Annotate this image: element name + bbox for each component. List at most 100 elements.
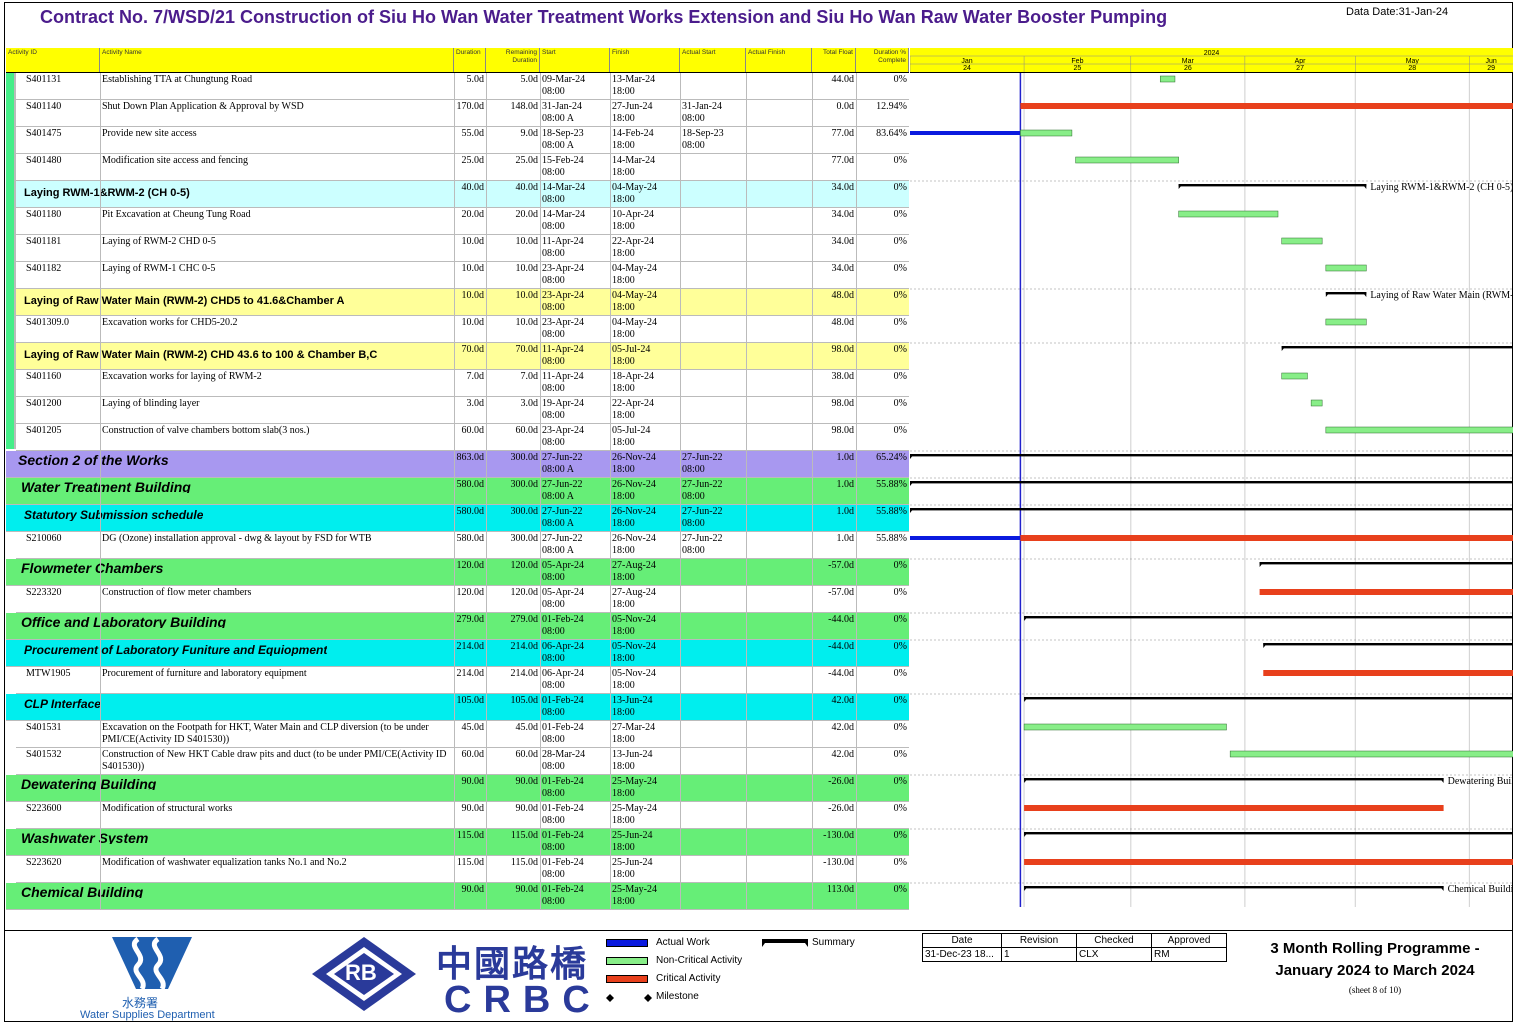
critical-activity-bar[interactable] [1020, 535, 1513, 541]
col-actual-finish[interactable]: Actual Finish [746, 48, 812, 72]
wbs-row[interactable]: Dewatering Building 90.0d 90.0d -26.0d 0% 01-… [6, 775, 909, 802]
col-start[interactable]: Start [540, 48, 610, 72]
column-divider [812, 181, 813, 207]
column-divider [680, 262, 681, 288]
total-float-value: -57.0d [828, 560, 854, 571]
table-row[interactable]: S401475 Provide new site access 55.0d 9.0d 7… [16, 127, 909, 154]
column-divider [486, 829, 487, 855]
wbs-row[interactable]: Water Treatment Building 580.0d 300.0d 1.0d… [6, 478, 909, 505]
table-row[interactable]: S401140 Shut Down Plan Application & Appr… [16, 100, 909, 127]
column-divider [680, 505, 681, 531]
noncritical-activity-bar[interactable] [1281, 237, 1323, 245]
wbs-row[interactable]: Procurement of Laboratory Funiture and E… [6, 640, 909, 667]
start-time: 08:00 [542, 599, 565, 610]
finish-time: 18:00 [612, 653, 635, 664]
column-divider [454, 451, 455, 477]
critical-activity-bar[interactable] [1024, 805, 1444, 811]
critical-activity-bar[interactable] [1020, 103, 1513, 109]
noncritical-activity-bar[interactable] [1229, 750, 1513, 758]
col-duration[interactable]: Duration [454, 48, 486, 72]
pct-complete-value: 0% [893, 317, 907, 328]
wbs-row[interactable]: Laying of Raw Water Main (RWM-2) CHD 43.… [16, 343, 909, 370]
noncritical-activity-bar[interactable] [1023, 723, 1227, 731]
column-divider [812, 451, 813, 477]
critical-activity-bar[interactable] [1024, 859, 1513, 865]
table-row[interactable]: S401181 Laying of RWM-2 CHD 0-5 10.0d 10.0d… [16, 235, 909, 262]
column-divider [540, 802, 541, 828]
table-row[interactable]: S401309.0 Excavation works for CHD5-20.2 1… [16, 316, 909, 343]
table-row[interactable]: S223600 Modification of structural works 9… [16, 802, 909, 829]
noncritical-activity-bar[interactable] [1075, 156, 1179, 164]
activity-name: Laying of RWM-2 CHD 0-5 [102, 236, 216, 247]
summary-bar[interactable] [1024, 832, 1513, 835]
col-activity-id[interactable]: Activity ID [6, 48, 100, 72]
noncritical-activity-bar[interactable] [1325, 426, 1513, 434]
table-row[interactable]: MTW1905 Procurement of furniture and labo… [16, 667, 909, 694]
summary-bar[interactable] [910, 454, 1513, 457]
summary-end-cap [1362, 292, 1367, 297]
summary-bar[interactable] [1259, 562, 1513, 565]
summary-start-cap [1024, 616, 1029, 621]
summary-bar[interactable] [1024, 886, 1444, 889]
table-row[interactable]: S223620 Modification of washwater equaliz… [16, 856, 909, 883]
critical-activity-bar[interactable] [1263, 670, 1513, 676]
table-row[interactable]: S401182 Laying of RWM-1 CHC 0-5 10.0d 10.0d… [16, 262, 909, 289]
wbs-row[interactable]: Laying of Raw Water Main (RWM-2) CHD5 to… [16, 289, 909, 316]
table-row[interactable]: S401200 Laying of blinding layer 3.0d 3.0d 9… [16, 397, 909, 424]
wbs-row[interactable]: Flowmeter Chambers 120.0d 120.0d -57.0d 0% 05… [6, 559, 909, 586]
column-divider [856, 829, 857, 855]
critical-activity-bar[interactable] [1259, 589, 1513, 595]
col-total-float[interactable]: Total Float [812, 48, 856, 72]
col-pct-complete[interactable]: Duration % Complete [856, 48, 909, 72]
table-row[interactable]: S401531 Excavation on the Footpath for HK… [16, 721, 909, 748]
table-row[interactable]: S210060 DG (Ozone) installation approval … [16, 532, 909, 559]
start-time: 08:00 A [542, 140, 574, 151]
wbs-row[interactable]: Section 2 of the Works 863.0d 300.0d 1.0d 65… [6, 451, 909, 478]
table-row[interactable]: S401205 Construction of valve chambers bo… [16, 424, 909, 451]
summary-bar[interactable] [1024, 778, 1444, 781]
table-row[interactable]: S401180 Pit Excavation at Cheung Tung Roa… [16, 208, 909, 235]
col-remaining[interactable]: Remaining Duration [486, 48, 540, 72]
wbs-row[interactable]: CLP Interface 105.0d 105.0d 42.0d 0% 01-Feb-2… [6, 694, 909, 721]
table-row[interactable]: S223320 Construction of flow meter chambe… [16, 586, 909, 613]
col-finish[interactable]: Finish [610, 48, 680, 72]
wbs-row[interactable]: Office and Laboratory Building 279.0d 279.… [6, 613, 909, 640]
summary-bar[interactable] [1024, 616, 1513, 619]
summary-bar[interactable] [1263, 643, 1513, 646]
noncritical-activity-bar[interactable] [1020, 129, 1073, 137]
wbs-row[interactable]: Chemical Building 90.0d 90.0d 113.0d 0% 01-Fe… [6, 883, 909, 910]
col-activity-name[interactable]: Activity Name [100, 48, 454, 72]
summary-bar[interactable] [910, 508, 1513, 511]
finish-date: 25-Jun-24 [612, 830, 653, 841]
finish-time: 18:00 [612, 275, 635, 286]
table-row[interactable]: S401131 Establishing TTA at Chungtung Roa… [16, 73, 909, 100]
noncritical-activity-bar[interactable] [1325, 264, 1367, 272]
table-row[interactable]: S401532 Construction of New HKT Cable dra… [16, 748, 909, 775]
summary-bar[interactable] [1178, 184, 1367, 187]
pct-complete-value: 0% [893, 776, 907, 787]
noncritical-activity-bar[interactable] [1159, 75, 1176, 83]
wbs-row[interactable]: Laying RWM-1&RWM-2 (CH 0-5) 40.0d 40.0d 34.… [16, 181, 909, 208]
table-row[interactable]: S401480 Modification site access and fenc… [16, 154, 909, 181]
noncritical-activity-bar[interactable] [1281, 372, 1308, 380]
noncritical-activity-bar[interactable] [1178, 210, 1279, 218]
total-float-value: -57.0d [828, 587, 854, 598]
summary-bar[interactable] [910, 481, 1513, 484]
total-float-value: 34.0d [831, 263, 855, 274]
table-row[interactable]: S401160 Excavation works for laying of RW… [16, 370, 909, 397]
summary-bar[interactable] [1325, 292, 1367, 295]
start-date: 23-Apr-24 [542, 425, 585, 436]
summary-bar[interactable] [1281, 346, 1513, 349]
column-divider [540, 667, 541, 693]
finish-date: 26-Nov-24 [612, 506, 656, 517]
col-actual-start[interactable]: Actual Start [680, 48, 746, 72]
finish-date: 27-Mar-24 [612, 722, 656, 733]
finish-date: 25-Jun-24 [612, 857, 653, 868]
summary-bar[interactable] [1024, 697, 1513, 700]
noncritical-activity-bar[interactable] [1310, 399, 1323, 407]
noncritical-activity-bar[interactable] [1325, 318, 1367, 326]
wbs-row[interactable]: Washwater System 115.0d 115.0d -130.0d 0% 01-… [6, 829, 909, 856]
actual-work-bar[interactable] [910, 131, 1021, 135]
wbs-row[interactable]: Statutory Submission schedule 580.0d 300.0… [6, 505, 909, 532]
actual-work-bar[interactable] [910, 536, 1021, 540]
